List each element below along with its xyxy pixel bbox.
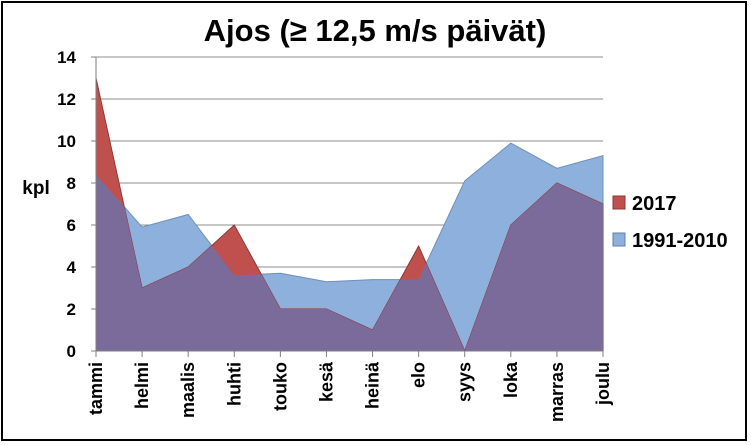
x-tick-label: loka <box>501 361 521 398</box>
y-tick-label: 12 <box>57 90 76 109</box>
y-tick-label: 14 <box>57 48 76 67</box>
x-tick-label: syys <box>455 362 475 402</box>
data-areas <box>95 77 604 353</box>
legend: 2017 1991-2010 <box>612 193 728 252</box>
x-tick-label: huhti <box>224 362 244 406</box>
x-tick-label: elo <box>409 362 429 388</box>
y-tick-label: 10 <box>57 132 76 151</box>
legend-label: 2017 <box>632 193 677 215</box>
y-tick-label: 4 <box>67 258 77 277</box>
axes: 0 2 4 6 8 10 12 14 tammi helmi maalis huhti touko kes… <box>57 48 613 422</box>
legend-swatch-1991-2010 <box>612 232 626 247</box>
x-tick-label: helmi <box>132 362 152 409</box>
y-tick-label: 8 <box>67 174 76 193</box>
y-tick-label: 0 <box>67 342 76 361</box>
x-tick-label: heinä <box>363 361 383 409</box>
x-tick-label: joulu <box>593 362 613 406</box>
y-tick-label: 2 <box>67 300 76 319</box>
x-tick-label: maalis <box>178 362 198 418</box>
x-tick-label: marras <box>547 362 567 422</box>
y-tick-label: 6 <box>67 216 76 235</box>
legend-swatch-2017 <box>612 195 626 210</box>
chart-title: Ajos (≥ 12,5 m/s päivät) <box>204 13 547 48</box>
legend-label: 1991-2010 <box>632 230 728 252</box>
x-tick-label: tammi <box>86 362 106 415</box>
y-axis-label: kpl <box>22 178 49 199</box>
x-tick-label: kesä <box>316 361 336 402</box>
x-tick-label: touko <box>270 362 290 411</box>
